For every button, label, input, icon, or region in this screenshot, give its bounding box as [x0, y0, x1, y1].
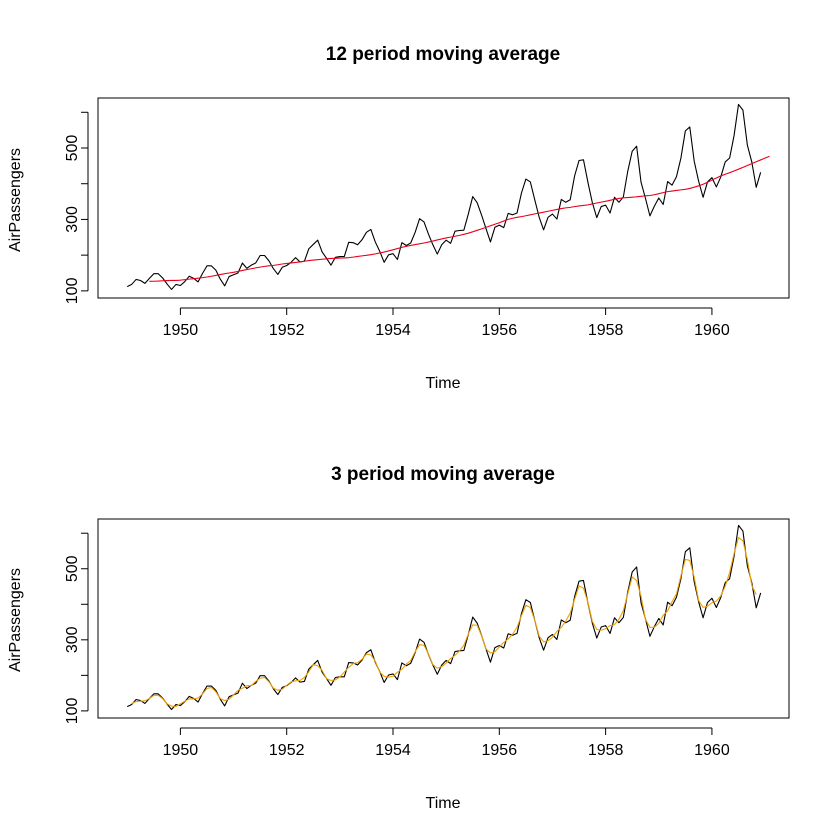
chart-title: 3 period moving average — [331, 464, 555, 485]
x-tick-label: 1952 — [269, 322, 305, 339]
y-tick-label: 100 — [64, 697, 81, 724]
x-axis-label: Time — [426, 375, 461, 392]
chart-panel-top: 1950 1952 1954 1956 1958 1960 100 300 500 12 peri… — [7, 44, 790, 392]
x-tick-label: 1954 — [375, 322, 411, 339]
y-tick-label: 300 — [64, 626, 81, 653]
x-tick-label: 1950 — [163, 742, 199, 759]
plot-frame — [97, 97, 790, 299]
series-line-moving-average — [149, 155, 770, 282]
y-tick-label: 100 — [64, 277, 81, 304]
x-tick-label: 1956 — [482, 322, 518, 339]
x-tick-label: 1952 — [269, 742, 305, 759]
x-tick-label: 1960 — [694, 322, 730, 339]
series-line-raw — [126, 103, 762, 290]
series-line-raw — [126, 524, 762, 711]
y-axis-label: AirPassengers — [7, 568, 24, 672]
x-tick-label: 1954 — [375, 742, 411, 759]
y-tick-label: 300 — [64, 206, 81, 233]
x-tick-label: 1956 — [482, 742, 518, 759]
chart-panel-bottom: 1950 1952 1954 1956 1958 1960 100 300 500 3 perio… — [7, 464, 790, 812]
plot-frame — [97, 518, 790, 719]
series-line-moving-average-3 — [131, 537, 757, 708]
x-tick-label: 1960 — [694, 742, 730, 759]
x-tick-label: 1958 — [588, 322, 624, 339]
x-tick-label: 1950 — [163, 322, 199, 339]
y-tick-label: 500 — [64, 135, 81, 162]
x-axis-label: Time — [426, 795, 461, 812]
x-tick-label: 1958 — [588, 742, 624, 759]
chart-title: 12 period moving average — [326, 44, 560, 65]
y-axis-label: AirPassengers — [7, 148, 24, 252]
y-tick-label: 500 — [64, 555, 81, 582]
